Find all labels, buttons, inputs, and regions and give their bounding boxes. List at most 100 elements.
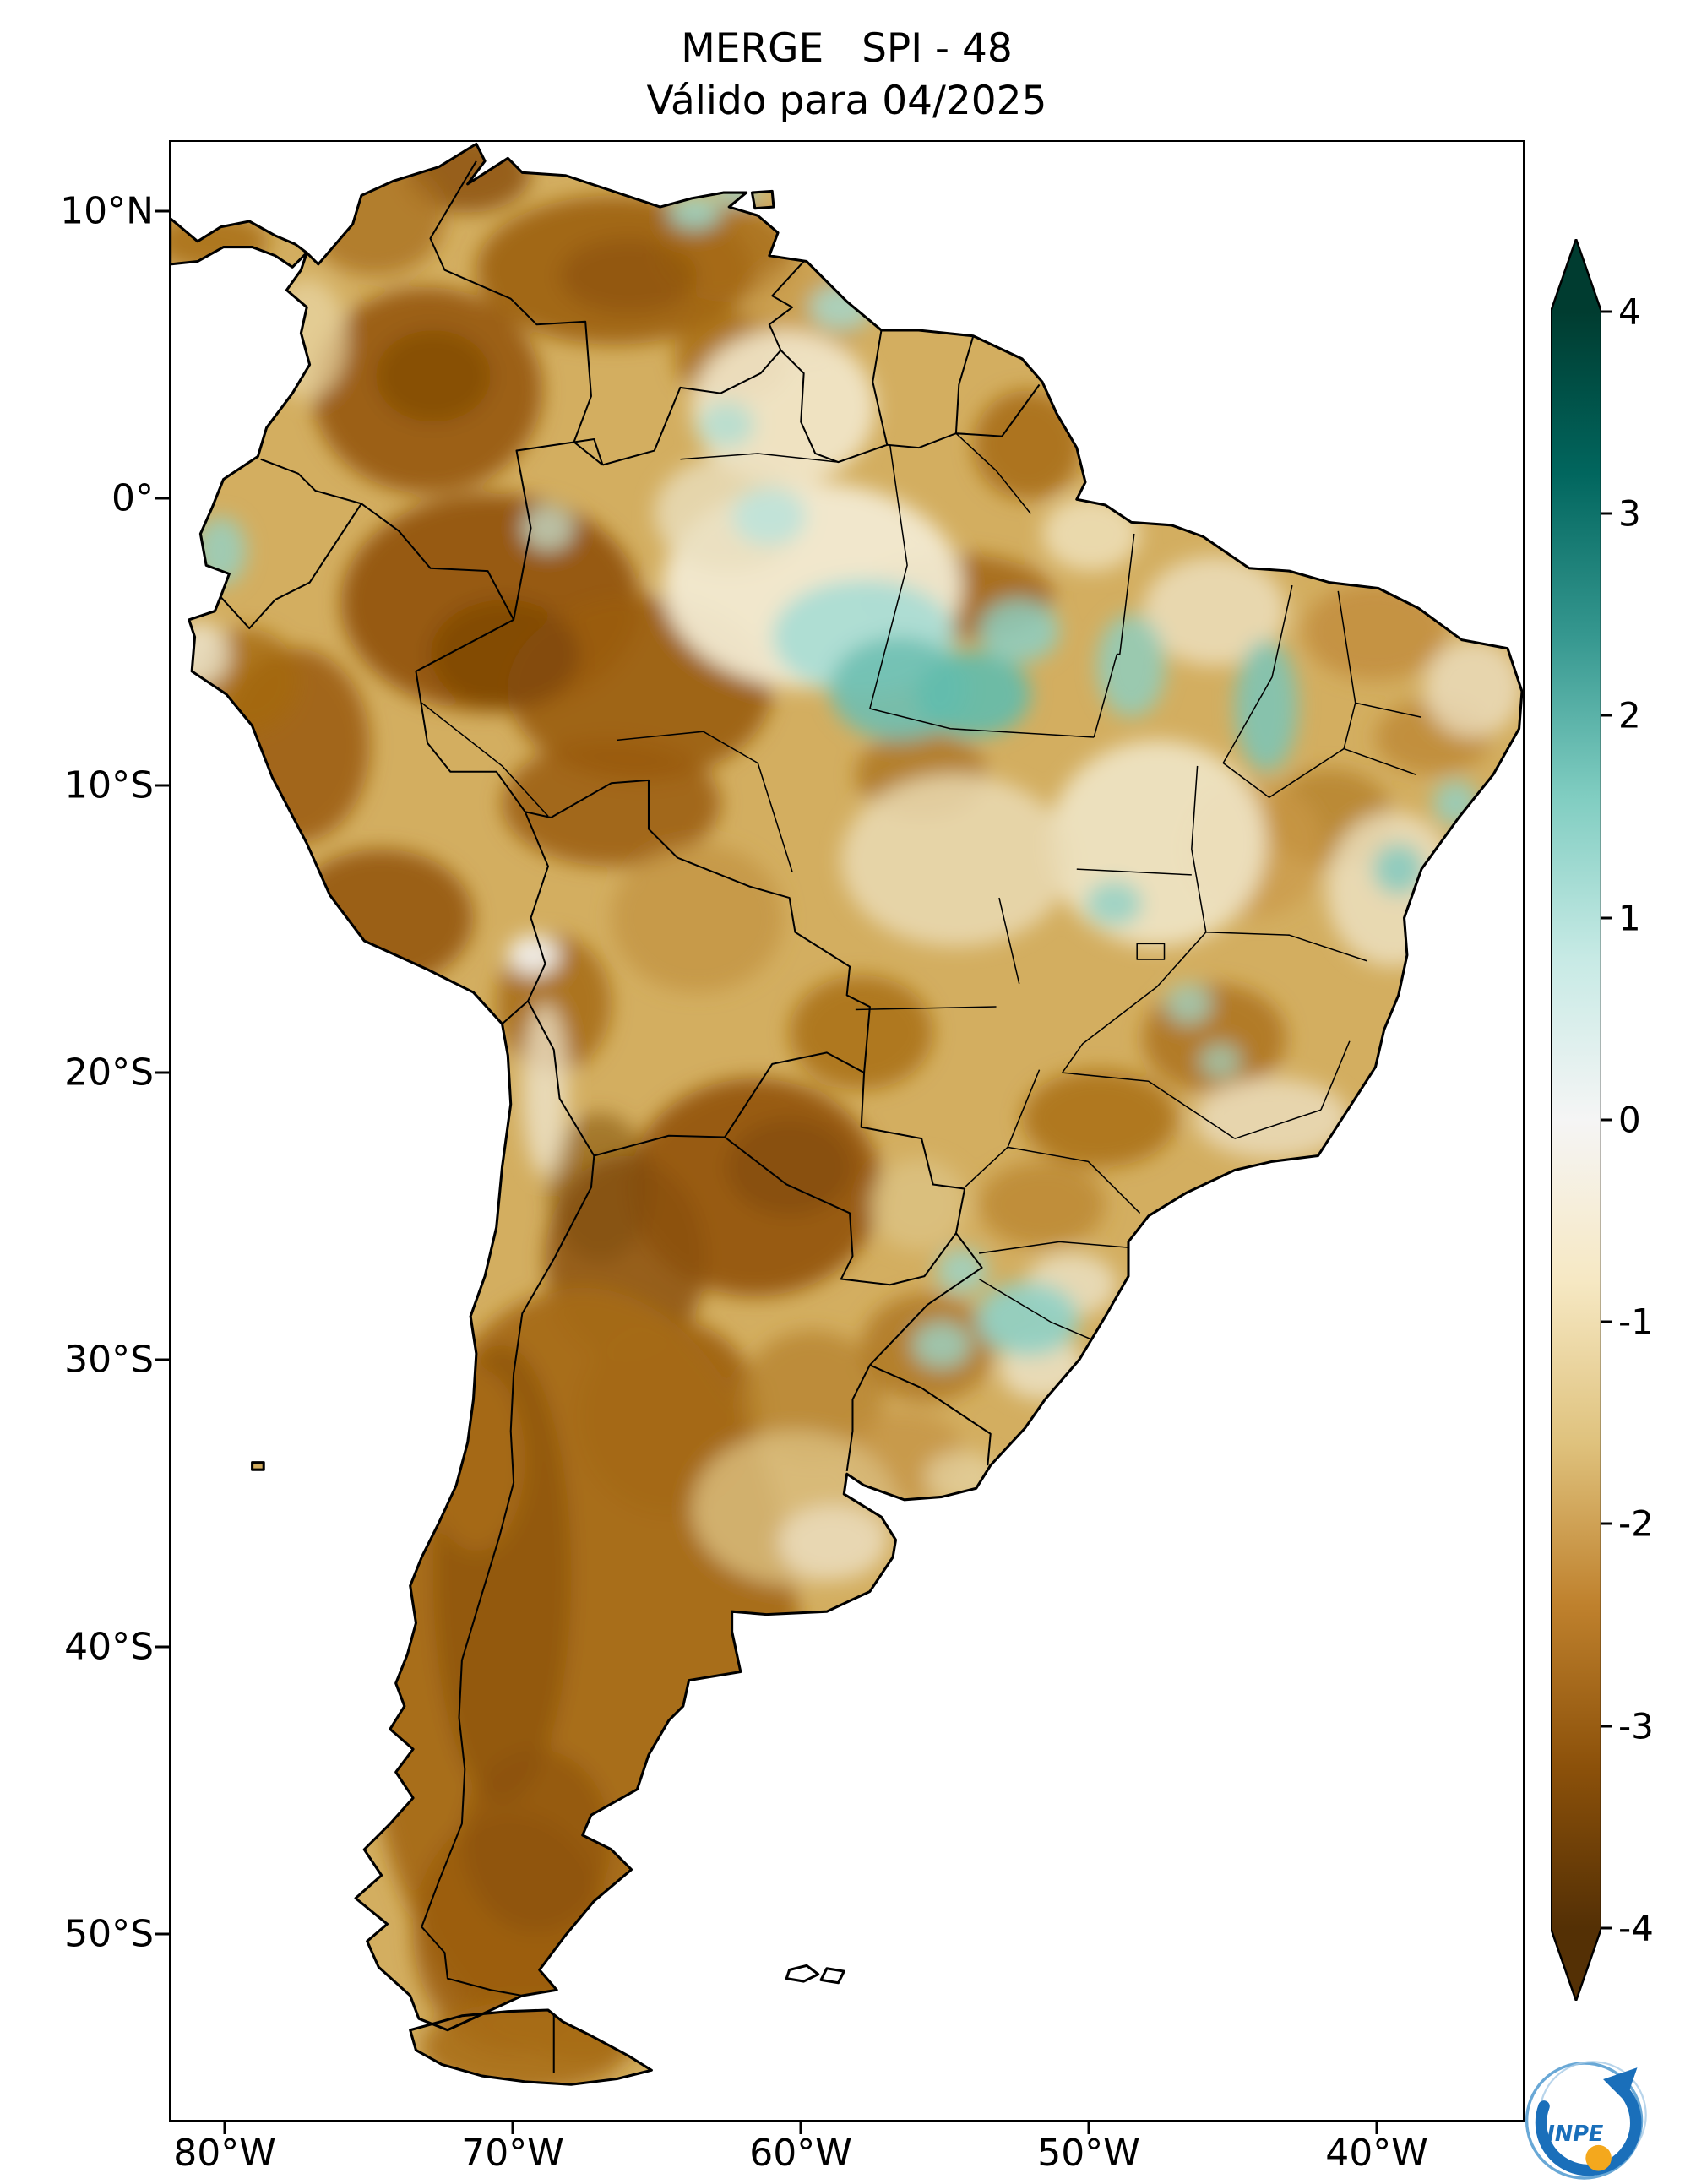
spi-anomaly-blob (1194, 1078, 1350, 1159)
spi-anomaly-blob (697, 401, 755, 448)
spi-anomaly-blob (266, 278, 347, 399)
colorbar (1549, 236, 1603, 2004)
colorbar-tick (1601, 1725, 1612, 1728)
spi-anomaly-blob (375, 329, 491, 422)
spi-anomaly-blob (809, 284, 873, 330)
spi-anomaly-blob (1084, 880, 1144, 926)
y-axis-tick (155, 1932, 169, 1936)
spi-anomaly-blob (522, 505, 574, 551)
x-axis-tick (223, 2122, 226, 2134)
y-axis-tick (155, 209, 169, 213)
colorbar-tick (1601, 714, 1612, 717)
spi-anomaly-blob (1373, 843, 1425, 895)
colorbar-tick (1601, 1118, 1612, 1122)
logo-sun-icon (1585, 2144, 1612, 2171)
falkland-islands (786, 1965, 844, 1982)
y-axis-tick (155, 497, 169, 500)
spi-anomaly-blob (740, 1330, 884, 1463)
y-tick-label-30s: 30°S (64, 1338, 154, 1382)
spi-anomaly-blob (1096, 614, 1166, 718)
spi-anomaly-blob (461, 1749, 612, 1933)
spi-anomaly-blob (522, 1003, 568, 1176)
spi-field (171, 144, 1522, 2085)
spi-anomaly-blob (691, 329, 876, 486)
spi-anomaly-blob (973, 390, 1083, 500)
cb-tick-label-m1: -1 (1618, 1301, 1654, 1343)
y-tick-label-10s: 10°S (64, 763, 154, 807)
cb-tick-label-0: 0 (1618, 1099, 1641, 1141)
x-axis-tick (799, 2122, 802, 2134)
y-tick-label-20s: 20°S (64, 1051, 154, 1095)
spi-anomaly-blob (1303, 582, 1448, 681)
spi-anomaly-blob (427, 1367, 525, 1551)
spi-anomaly-blob (936, 1247, 988, 1294)
logo-text: INPE (1547, 2122, 1604, 2147)
colorbar-tick (1601, 1926, 1612, 1930)
inpe-logo: INPE (1525, 2061, 1647, 2180)
spi-anomaly-blob (789, 975, 933, 1090)
figure-titles: MERGE SPI - 48 Válido para 04/2025 (169, 25, 1525, 126)
cb-tick-label-4: 4 (1618, 291, 1641, 333)
spi-anomaly-blob (502, 740, 721, 867)
cb-tick-label-1: 1 (1618, 897, 1641, 939)
x-tick-label-70w: 70°W (461, 2132, 564, 2175)
x-tick-label-60w: 60°W (749, 2132, 852, 2175)
cb-tick-label-m4: -4 (1618, 1907, 1654, 1949)
spi-anomaly-blob (1041, 496, 1140, 572)
y-axis-tick (155, 1071, 169, 1074)
logo-arrowhead-icon (1603, 2067, 1638, 2102)
spi-anomaly-blob (1234, 639, 1298, 772)
spi-anomaly-blob (979, 600, 1060, 663)
spi-anomaly-blob (307, 160, 445, 276)
colorbar-tick (1601, 310, 1612, 313)
spi-anomaly-blob (869, 1158, 968, 1251)
x-tick-label-80w: 80°W (173, 2132, 276, 2175)
spi-anomaly-blob (731, 487, 807, 546)
plot-subtitle: Válido para 04/2025 (646, 78, 1047, 125)
spi-anomaly-blob (1432, 780, 1479, 827)
cb-tick-label-m3: -3 (1618, 1705, 1654, 1747)
spi-anomaly-blob (778, 1505, 888, 1580)
country-border-lines (220, 160, 1041, 2073)
spi-anomaly-blob (976, 1281, 1080, 1357)
spi-anomaly-blob (1022, 1069, 1177, 1168)
spi-anomaly-blob (912, 1322, 970, 1368)
spi-anomaly-blob (979, 1161, 1106, 1248)
spi-anomaly-blob (559, 238, 698, 313)
colorbar-tick (1601, 1522, 1612, 1525)
x-tick-label-50w: 50°W (1037, 2132, 1140, 2175)
x-axis-tick (1087, 2122, 1090, 2134)
state-border-lines (421, 432, 1422, 1340)
spi-anomaly-blob (726, 1118, 853, 1216)
x-axis-tick (1375, 2122, 1378, 2134)
spi-anomaly-blob (916, 651, 1031, 737)
state-borders (421, 432, 1422, 1340)
spi-anomaly-blob (508, 935, 560, 975)
country-borders (220, 160, 1041, 2073)
colorbar-tick (1601, 512, 1612, 515)
spi-anomaly-blob (547, 1112, 652, 1263)
y-axis-tick (155, 1645, 169, 1649)
spi-anomaly-blob (1424, 639, 1522, 737)
map-axes: INPE (169, 140, 1647, 2180)
colorbar-arrow-top (1551, 239, 1601, 312)
cb-tick-label-m2: -2 (1618, 1502, 1654, 1545)
y-axis-tick (155, 784, 169, 787)
spi-anomaly-blob (421, 2001, 629, 2085)
y-tick-label-0: 0° (111, 476, 154, 520)
cb-tick-label-2: 2 (1618, 694, 1641, 736)
plot-title: MERGE SPI - 48 (681, 25, 1013, 72)
colorbar-arrow-bottom (1551, 1928, 1601, 2001)
spi-anomaly-blob (611, 843, 784, 993)
colorbar-svg (1549, 236, 1603, 2004)
spi-anomaly-blob (1166, 983, 1212, 1024)
south-america-map (171, 142, 1523, 2120)
y-axis-tick (155, 1358, 169, 1361)
colorbar-gradient-body (1551, 312, 1601, 1928)
colorbar-tick (1601, 1320, 1612, 1323)
y-tick-label-50s: 50°S (64, 1912, 154, 1956)
y-tick-label-10n: 10°N (60, 189, 154, 233)
y-tick-label-40s: 40°S (64, 1625, 154, 1669)
colorbar-tick (1601, 916, 1612, 920)
